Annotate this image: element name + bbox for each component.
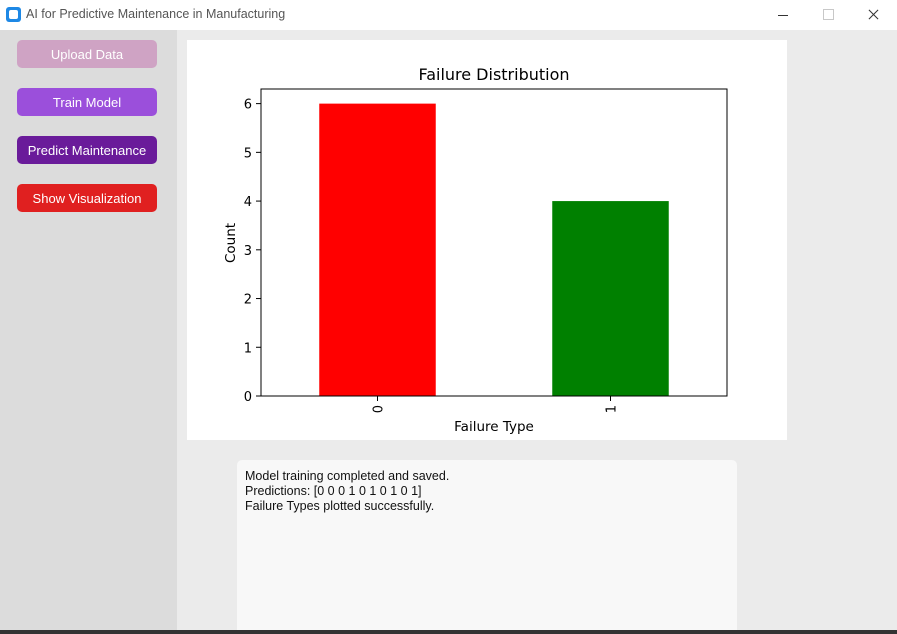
bar-1 <box>552 201 669 396</box>
maximize-button[interactable] <box>805 0 851 30</box>
taskbar-edge <box>0 630 897 634</box>
train-model-button[interactable]: Train Model <box>17 88 157 116</box>
minimize-button[interactable] <box>760 0 806 30</box>
predict-maintenance-button[interactable]: Predict Maintenance <box>17 136 157 164</box>
y-tick-label: 2 <box>244 293 252 308</box>
close-button[interactable] <box>850 0 896 30</box>
bar-0 <box>319 103 436 396</box>
window-title: AI for Predictive Maintenance in Manufac… <box>26 7 286 21</box>
y-tick-label: 5 <box>244 146 252 161</box>
title-bar: AI for Predictive Maintenance in Manufac… <box>0 0 897 30</box>
chart-ylabel: Count <box>223 223 239 263</box>
chart-panel: Failure Distribution Failure Type Count … <box>187 40 787 440</box>
chart-xlabel: Failure Type <box>454 419 534 435</box>
y-tick-label: 3 <box>244 244 252 259</box>
upload-data-button[interactable]: Upload Data <box>17 40 157 68</box>
log-line: Model training completed and saved. <box>245 469 450 483</box>
failure-distribution-chart: Failure Distribution Failure Type Count … <box>223 65 728 435</box>
y-tick-label: 0 <box>244 390 252 405</box>
show-visualization-button[interactable]: Show Visualization <box>17 184 157 212</box>
log-line: Failure Types plotted successfully. <box>245 499 435 513</box>
chart-title: Failure Distribution <box>418 65 569 84</box>
x-tick-label: 0 <box>372 405 387 413</box>
log-line: Predictions: [0 0 0 1 0 1 0 1 0 1] <box>245 484 422 498</box>
y-tick-label: 4 <box>244 195 252 210</box>
x-tick-label: 1 <box>605 405 620 413</box>
y-tick-label: 1 <box>244 341 252 356</box>
log-panel: Model training completed and saved. Pred… <box>237 460 737 634</box>
y-tick-label: 6 <box>244 98 252 113</box>
sidebar: Upload Data Train Model Predict Maintena… <box>0 30 177 634</box>
plot-frame <box>260 88 728 397</box>
app-icon <box>6 7 21 22</box>
